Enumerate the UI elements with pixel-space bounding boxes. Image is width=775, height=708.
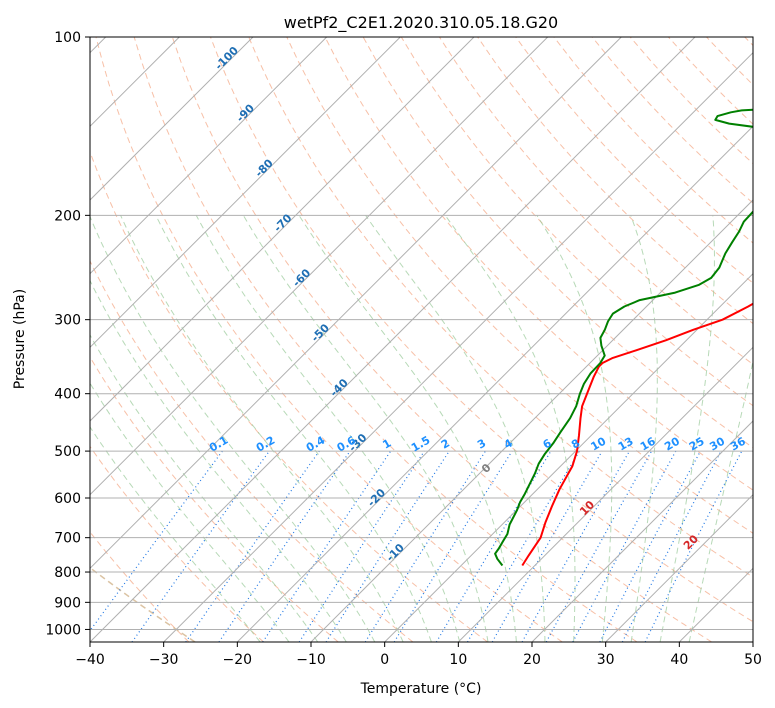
background-lines	[90, 37, 753, 642]
isotherm	[531, 420, 753, 642]
moist-adiabat	[242, 215, 489, 642]
x-axis: −40 −30 −20 −10 0 10 20 30 40 50	[75, 642, 762, 668]
dry-adiabat	[90, 259, 414, 642]
y-tick-label: 300	[54, 313, 81, 329]
y-tick-label: 900	[54, 595, 81, 611]
y-tick-label: 200	[54, 208, 81, 224]
dewpoint-line	[494, 108, 753, 567]
y-tick-label: 600	[54, 491, 81, 507]
dry-adiabat	[286, 37, 753, 534]
x-tick-label: −20	[223, 652, 253, 668]
isotherm	[90, 37, 549, 496]
mixing-ratio-line	[325, 450, 450, 642]
isotherm	[163, 51, 753, 642]
isotherm	[605, 493, 753, 642]
y-tick-label: 700	[54, 531, 81, 547]
mixing-ratio-line	[131, 450, 270, 642]
isotherm	[90, 37, 696, 642]
dry-adiabat	[95, 37, 563, 642]
dry-adiabat	[515, 37, 753, 284]
moist-adiabat	[90, 382, 290, 642]
y-axis-title: Pressure (hPa)	[12, 289, 28, 389]
dry-adiabat	[90, 356, 339, 642]
plot-background	[90, 37, 753, 642]
y-tick-label: 1000	[45, 622, 81, 638]
isotherm	[752, 641, 753, 642]
isotherm	[384, 272, 753, 642]
moist-adiabat	[536, 215, 613, 642]
dry-adiabat	[90, 445, 264, 642]
x-tick-label: 40	[670, 652, 688, 668]
isotherm	[90, 37, 328, 275]
plot-frame	[89, 36, 754, 643]
isotherm	[90, 37, 254, 201]
moist-adiabat	[90, 215, 376, 642]
isotherm	[90, 37, 475, 422]
isotherm	[457, 346, 753, 642]
isotherm	[90, 37, 401, 349]
isotherm	[90, 37, 622, 570]
x-tick-label: 30	[597, 652, 615, 668]
dry-adiabat	[324, 37, 753, 491]
mixing-ratio-line	[90, 450, 223, 632]
x-axis-title: Temperature (°C)	[360, 681, 482, 697]
profiles	[494, 108, 753, 567]
mixing-ratio-line	[298, 450, 425, 642]
mixing-ratio-line	[545, 450, 653, 642]
mixing-ratio-line	[262, 450, 392, 642]
x-tick-label: −10	[296, 652, 326, 668]
mixing-ratio-line	[572, 450, 677, 642]
x-tick-label: 50	[744, 652, 762, 668]
x-tick-label: 20	[523, 652, 541, 668]
x-tick-label: 10	[449, 652, 467, 668]
moist-adiabat	[444, 215, 576, 642]
moist-adiabat	[120, 215, 404, 642]
chart-title: wetPf2_C2E1.2020.310.05.18.G20	[284, 13, 558, 33]
dry-adiabat	[248, 37, 753, 578]
x-tick-label: 0	[380, 652, 389, 668]
moist-adiabat	[659, 215, 716, 642]
x-tick-label: −40	[75, 652, 105, 668]
isotherm	[310, 199, 753, 642]
y-tick-label: 800	[54, 565, 81, 581]
isotherm	[236, 125, 753, 642]
mixing-ratio-line	[185, 450, 320, 642]
pressure-gridlines	[90, 37, 753, 630]
reference-curve	[90, 566, 196, 642]
moist-adiabat	[630, 215, 658, 642]
x-tick-label: −30	[149, 652, 179, 668]
temperature-line	[521, 302, 753, 567]
moist-adiabat	[195, 215, 461, 642]
y-tick-label: 100	[54, 30, 81, 46]
moist-adiabat	[90, 279, 347, 642]
y-tick-label: 500	[54, 444, 81, 460]
moist-adiabat	[365, 215, 546, 642]
moist-adiabat	[155, 215, 432, 642]
y-tick-label: 400	[54, 387, 81, 403]
y-axis: 1000 900 800 700 600 500 400 300 200 100	[45, 30, 90, 638]
moist-adiabat	[90, 334, 319, 642]
dry-adiabat	[171, 37, 712, 642]
mixing-ratio-line	[218, 450, 351, 642]
